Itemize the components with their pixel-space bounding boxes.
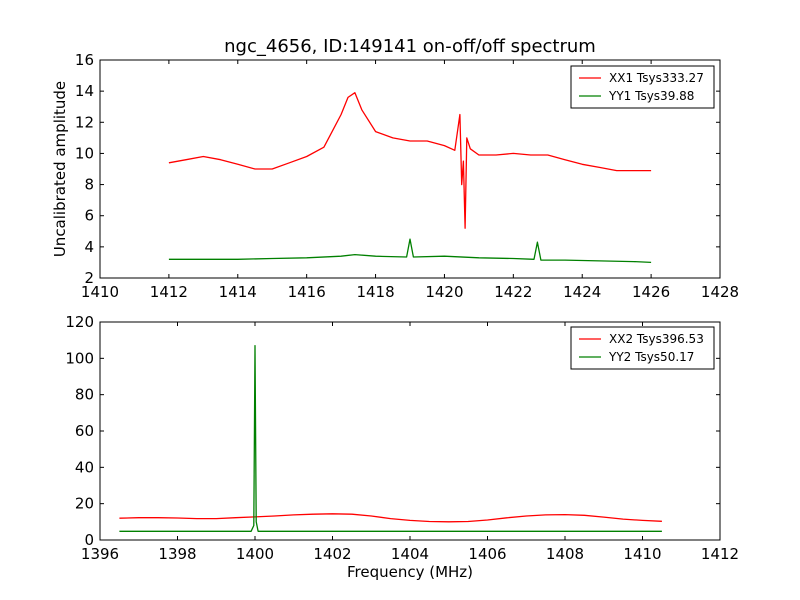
x-tick-label: 1400 [236, 545, 274, 563]
x-tick-label: 1408 [546, 545, 584, 563]
y-axis-label: Uncalibrated amplitude [51, 81, 69, 257]
x-tick-label: 1402 [313, 545, 351, 563]
legend-label: XX2 Tsys396.53 [609, 332, 704, 346]
x-tick-label: 1404 [391, 545, 429, 563]
x-tick-label: 1406 [468, 545, 506, 563]
x-tick-label: 1422 [494, 283, 532, 301]
x-tick-label: 1428 [701, 283, 739, 301]
legend-label: XX1 Tsys333.27 [609, 71, 704, 85]
y-tick-label: 40 [75, 458, 94, 476]
x-axis-label: Frequency (MHz) [347, 563, 473, 581]
y-tick-label: 100 [65, 349, 94, 367]
y-tick-label: 20 [75, 495, 94, 513]
x-tick-label: 1410 [623, 545, 661, 563]
x-tick-label: 1420 [425, 283, 463, 301]
legend-label: YY2 Tsys50.17 [608, 350, 694, 364]
y-tick-label: 14 [75, 82, 94, 100]
series-line-yy1 [168, 238, 652, 264]
bottom-spectrum-panel: Frequency (MHz) 1396 1398 1400 1402 1404 1406… [65, 313, 739, 581]
legend: XX1 Tsys333.27 YY1 Tsys39.88 [570, 65, 715, 109]
x-tick-label: 1414 [219, 283, 257, 301]
x-tick-label: 1412 [150, 283, 188, 301]
x-tick-label: 1424 [563, 283, 601, 301]
y-tick-label: 80 [75, 386, 94, 404]
top-spectrum-panel: ngc_4656, ID:149141 on-off/off spectrum … [51, 36, 739, 301]
x-tick-label: 1398 [158, 545, 196, 563]
legend-box [570, 65, 715, 109]
series-line-xx2 [119, 513, 662, 523]
series-line-xx1 [168, 92, 652, 229]
y-tick-label: 4 [84, 238, 94, 256]
y-tick-label: 6 [84, 207, 94, 225]
y-tick-label: 12 [75, 113, 94, 131]
y-tick-label: 0 [84, 531, 94, 549]
plot-frame [99, 59, 721, 279]
legend: XX2 Tsys396.53 YY2 Tsys50.17 [570, 326, 715, 370]
legend-label: YY1 Tsys39.88 [608, 89, 694, 103]
y-tick-label: 8 [84, 176, 94, 194]
x-tick-label: 1412 [701, 545, 739, 563]
y-tick-label: 2 [84, 269, 94, 287]
series-line-yy2 [119, 344, 662, 532]
x-tick-label: 1418 [356, 283, 394, 301]
x-tick-label: 1410 [81, 283, 119, 301]
y-tick-label: 10 [75, 144, 94, 162]
y-tick-label: 60 [75, 422, 94, 440]
x-tick-label: 1416 [288, 283, 326, 301]
y-tick-label: 120 [65, 313, 94, 331]
chart-title: ngc_4656, ID:149141 on-off/off spectrum [224, 36, 596, 57]
y-tick-label: 16 [75, 51, 94, 69]
x-tick-label: 1426 [632, 283, 670, 301]
legend-box [570, 326, 715, 370]
x-tick-label: 1396 [81, 545, 119, 563]
